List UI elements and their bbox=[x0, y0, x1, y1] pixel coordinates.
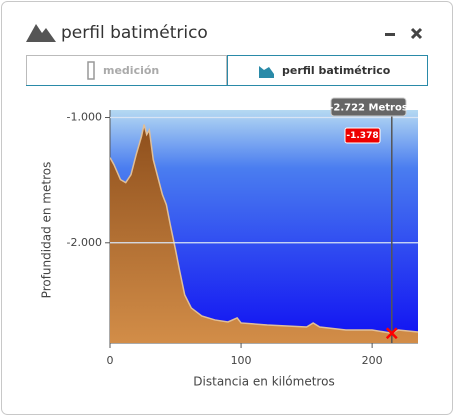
tooltip-label: -2.722 Metros bbox=[329, 103, 408, 114]
title-icon bbox=[26, 24, 56, 42]
tooltip-box bbox=[330, 97, 407, 117]
close-button[interactable] bbox=[410, 27, 423, 40]
secondary-label-box bbox=[344, 127, 381, 144]
crosshair-marker bbox=[385, 327, 398, 340]
y-tick-label: -2.000 bbox=[67, 236, 102, 249]
tab-active[interactable]: perfil batimétrico bbox=[227, 55, 428, 86]
tab-label: perfil batimétrico bbox=[282, 64, 391, 77]
window-title: perfil batimétrico bbox=[61, 23, 208, 43]
y-tick-label: -1.000 bbox=[67, 111, 102, 124]
x-tick-label: 200 bbox=[362, 354, 383, 367]
minimize-button[interactable] bbox=[385, 33, 395, 36]
tab[interactable]: medición bbox=[26, 55, 227, 86]
area-outline bbox=[110, 124, 418, 335]
y-axis-title: Profundidad en metros bbox=[40, 162, 54, 299]
plot bbox=[110, 124, 418, 343]
x-tick-label: 0 bbox=[107, 354, 114, 367]
x-tick-label: 100 bbox=[231, 354, 252, 367]
tab-label: medición bbox=[103, 64, 159, 77]
x-axis-title: Distancia en kilómetros bbox=[193, 375, 334, 389]
secondary-label: -1.378 bbox=[346, 131, 378, 141]
